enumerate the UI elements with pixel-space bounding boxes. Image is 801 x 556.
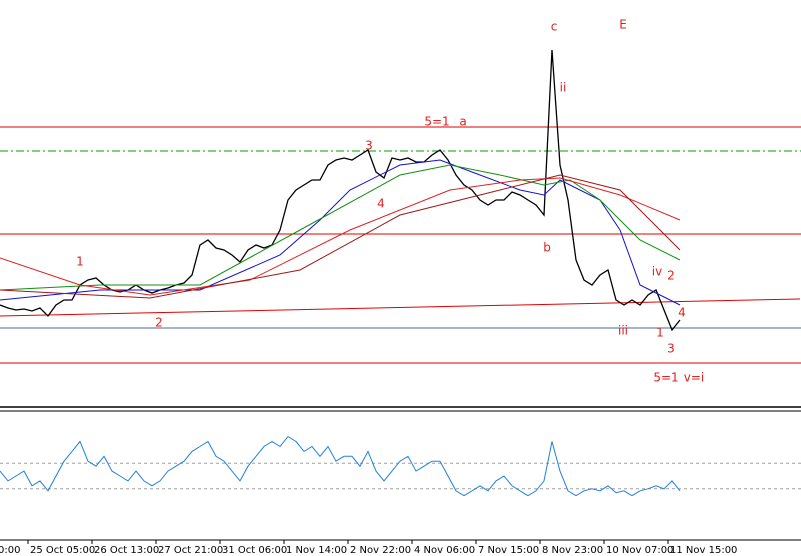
wave-label: 1 xyxy=(656,326,664,340)
x-tick-label: 11 Nov 15:00 xyxy=(670,545,737,556)
wave-label: 4 xyxy=(678,306,686,320)
wave-label: 2 xyxy=(155,316,163,330)
x-tick-label: 7 Nov 15:00 xyxy=(478,545,539,556)
moving-average xyxy=(0,177,681,296)
wave-label: E xyxy=(619,18,627,32)
wave-label: ii xyxy=(560,81,567,95)
x-tick-label: 4 Nov 06:00 xyxy=(414,545,475,556)
x-tick-label: 1 Nov 14:00 xyxy=(286,545,347,556)
indicator-line xyxy=(0,435,681,497)
moving-average xyxy=(0,164,681,291)
x-tick-label: 25 Oct 05:00 xyxy=(30,545,95,556)
wave-label: 5=1 xyxy=(424,115,449,129)
wave-label: 2 xyxy=(667,269,675,283)
wave-label: 1 xyxy=(76,255,84,269)
wave-label: 3 xyxy=(365,139,373,153)
wave-label: a xyxy=(459,115,466,129)
wave-label: 5=1 xyxy=(653,371,678,385)
wave-label: iii xyxy=(618,324,628,338)
wave-label: c xyxy=(551,20,558,34)
wave-label: iv xyxy=(652,265,662,279)
x-tick-label: 10 Nov 07:00 xyxy=(606,545,673,556)
x-tick-label: 31 Oct 06:00 xyxy=(222,545,287,556)
x-tick-label: 26 Oct 13:00 xyxy=(94,545,159,556)
wave-label: 3 xyxy=(667,342,675,356)
x-tick-label: 27 Oct 21:00 xyxy=(158,545,223,556)
x-tick-label: 2 Nov 22:00 xyxy=(350,545,411,556)
wave-label: b xyxy=(543,241,551,255)
moving-average xyxy=(0,174,681,299)
x-tick-label: 8 Nov 23:00 xyxy=(542,545,603,556)
trendline xyxy=(0,298,801,317)
wave-label: 4 xyxy=(377,197,385,211)
wave-label: v=i xyxy=(684,371,705,385)
x-tick-label: 0:00 xyxy=(0,545,20,556)
